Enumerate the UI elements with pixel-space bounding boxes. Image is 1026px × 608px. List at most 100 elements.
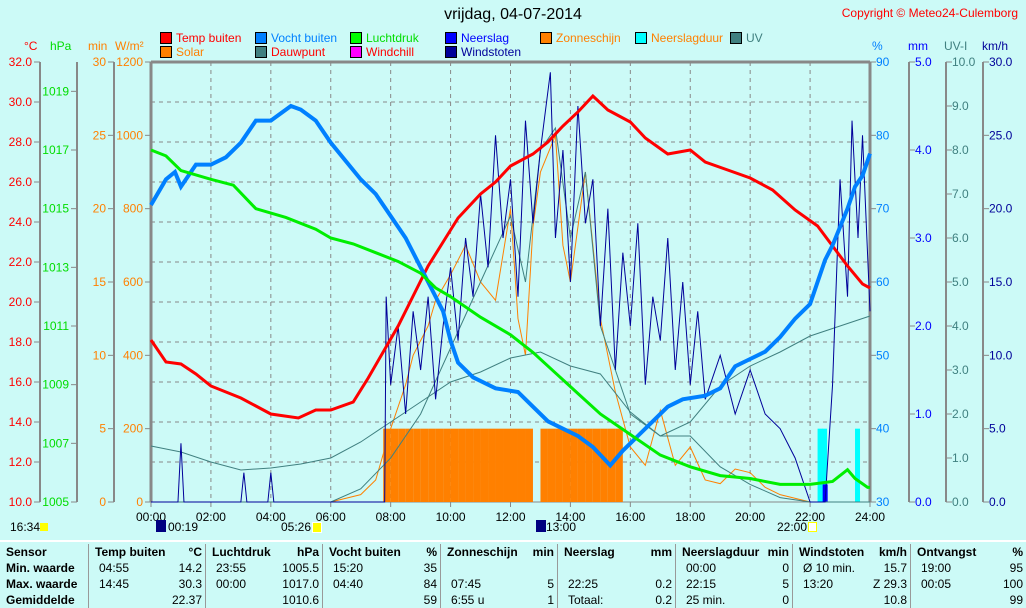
- series-zonneschijn-bar: [615, 428, 623, 502]
- axis-tick-label: 7.0: [952, 187, 969, 201]
- column-unit: min: [767, 545, 789, 559]
- axis-unit-humidity: %: [872, 39, 883, 53]
- cell-time: 00:00: [216, 577, 247, 591]
- axis-tick-label: 28.0: [9, 135, 33, 149]
- column-unit: mm: [650, 545, 672, 559]
- axis-tick-label: 1011: [43, 319, 69, 333]
- cell-value: 5: [547, 577, 554, 591]
- series-zonneschijn-bar: [383, 428, 391, 502]
- legend-swatch: [445, 32, 457, 44]
- axis-unit-wind: km/h: [982, 39, 1008, 53]
- axis-tick-label: 1007: [42, 436, 69, 450]
- axis-tick-label: 5: [99, 422, 106, 436]
- x-tick-label: 20:00: [735, 510, 765, 524]
- axis-tick-label: 1200: [116, 55, 143, 69]
- series-zonneschijn-bar: [488, 428, 496, 502]
- table-column: Neerslagduur min 00:00 0 22:15 5 25 min. 0: [675, 544, 793, 608]
- axis-tick-label: 20: [93, 202, 107, 216]
- series-zonneschijn-bar: [428, 428, 436, 502]
- series-zonneschijn-bar: [592, 428, 601, 502]
- column-unit: min: [532, 545, 554, 559]
- column-header: Vocht buiten: [329, 545, 401, 559]
- cell-time: Ø 10 min.: [803, 561, 856, 575]
- axis-tick-label: 30: [93, 55, 107, 69]
- axis-unit-pressure: hPa: [50, 39, 72, 53]
- series-zonneschijn-bar: [420, 428, 429, 502]
- column-header: Windstoten: [799, 545, 865, 559]
- legend-swatch: [160, 32, 172, 44]
- axis-tick-label: 1.0: [952, 451, 969, 465]
- legend-label: Temp buiten: [176, 31, 242, 45]
- series-zonneschijn-bar: [585, 428, 593, 502]
- series-neerslagduur-bar: [817, 428, 823, 502]
- cell-time: 22:15: [686, 577, 717, 591]
- axis-tick-label: 26.0: [9, 175, 33, 189]
- legend-label: UV: [746, 31, 763, 45]
- copyright: Copyright © Meteo24-Culemborg: [841, 6, 1018, 20]
- table-column: Ontvangst% 19:00 95 00:05 100 99: [910, 544, 1026, 608]
- axis-tick-label: 4.0: [952, 319, 969, 333]
- series-zonneschijn-bar: [555, 428, 563, 502]
- cell-value: 1017.0: [282, 577, 319, 591]
- moonset-time: 00:19: [168, 520, 199, 534]
- chart-title: vrijdag, 04-07-2014: [444, 6, 582, 23]
- axis-tick-label: 400: [123, 348, 143, 362]
- axis-tick-label: 5.0: [952, 275, 969, 289]
- column-header: Zonneschijn: [447, 545, 518, 559]
- x-tick-label: 04:00: [256, 510, 286, 524]
- axis-tick-label: 3.0: [952, 363, 969, 377]
- legend-swatch: [730, 32, 742, 44]
- cell-value: 0: [782, 561, 789, 575]
- sunset-icon: [808, 522, 817, 532]
- series-luchtdruk-line: [150, 148, 870, 489]
- series-zonneschijn-bar: [390, 428, 399, 502]
- moonrise-icon: [536, 520, 546, 532]
- table-column: Windstoten km/h Ø 10 min. 15.7 13:20 Z 29.3 10…: [792, 544, 911, 608]
- series-zonneschijn-bar: [443, 428, 451, 502]
- summary-table: Sensor Min. waarde Max. waarde Gemiddeld…: [0, 540, 1026, 608]
- legend-swatch: [350, 32, 362, 44]
- axis-tick-label: 16.0: [9, 375, 33, 389]
- cell-time: 15:20: [333, 561, 364, 575]
- cell-time: 04:40: [333, 577, 364, 591]
- column-unit: %: [426, 545, 437, 559]
- x-tick-label: 14:00: [555, 510, 585, 524]
- table-column: Vocht buiten% 15:20 35 04:40 84 59: [322, 544, 441, 608]
- axis-tick-label: 50: [876, 348, 890, 362]
- axis-tick-label: 10.0: [989, 348, 1013, 362]
- series-zonneschijn-bar: [458, 428, 466, 502]
- axis-tick-label: 10.0: [952, 55, 976, 69]
- legend-item: Solar: [160, 45, 204, 59]
- axis-tick-label: 18.0: [9, 335, 33, 349]
- axis-tick-label: 9.0: [952, 99, 969, 113]
- row-label: Min. waarde: [6, 561, 75, 575]
- legend-label: Zonneschijn: [556, 31, 621, 45]
- axis-tick-label: 32.0: [9, 55, 33, 69]
- sunrise-time: 05:26: [281, 520, 312, 534]
- series-uv-line: [151, 126, 870, 503]
- series-zonneschijn-bar: [435, 428, 444, 502]
- series-zonneschijn-bar: [600, 428, 608, 502]
- legend-label: Vocht buiten: [271, 31, 338, 45]
- cell-value: 0: [782, 593, 789, 607]
- cell-value: 15.7: [883, 561, 907, 575]
- axis-tick-label: 70: [876, 202, 890, 216]
- axis-tick-label: 25: [93, 128, 107, 142]
- legend-label: Dauwpunt: [271, 45, 326, 59]
- legend-label: Neerslagduur: [651, 31, 724, 45]
- cell-value: 5: [782, 577, 789, 591]
- series-zonneschijn-bar: [450, 428, 459, 502]
- axis-tick-label: 0.0: [989, 495, 1006, 509]
- sunrise-icon: [312, 522, 322, 533]
- cell-time: 04:55: [99, 561, 130, 575]
- axis-unit-temp: °C: [24, 39, 38, 53]
- axis-tick-label: 10.0: [9, 495, 33, 509]
- cell-value: 59: [423, 593, 437, 607]
- axis-tick-label: 14.0: [9, 415, 33, 429]
- legend-swatch: [255, 46, 267, 58]
- axis-tick-label: 4.0: [915, 143, 932, 157]
- cell-time: 13:20: [803, 577, 834, 591]
- series-temp-buiten-line: [149, 93, 871, 420]
- row-label: Gemiddelde: [6, 593, 75, 607]
